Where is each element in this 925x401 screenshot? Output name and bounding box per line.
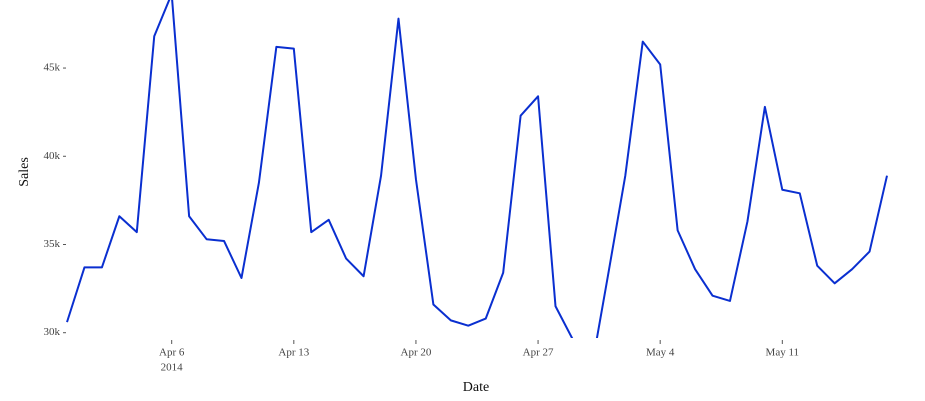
y-tick-label: 35k	[44, 238, 61, 250]
x-tick-label: Apr 27	[523, 347, 554, 359]
x-tick-label: May 4	[646, 347, 675, 359]
y-tick-label: 45k	[44, 62, 61, 74]
y-axis-title: Sales	[17, 157, 32, 187]
y-tick-label: 30k	[44, 326, 61, 338]
plot-area	[66, 0, 888, 338]
x-tick-label: May 11	[766, 347, 800, 359]
sales-line	[66, 0, 888, 338]
x-axis-title: Date	[463, 380, 489, 395]
x-tick-year: 2014	[161, 362, 184, 374]
y-tick-label: 40k	[44, 150, 61, 162]
x-tick-label: Apr 13	[278, 347, 309, 359]
x-tick-label: Apr 20	[401, 347, 432, 359]
x-tick-label: Apr 6	[159, 347, 185, 359]
